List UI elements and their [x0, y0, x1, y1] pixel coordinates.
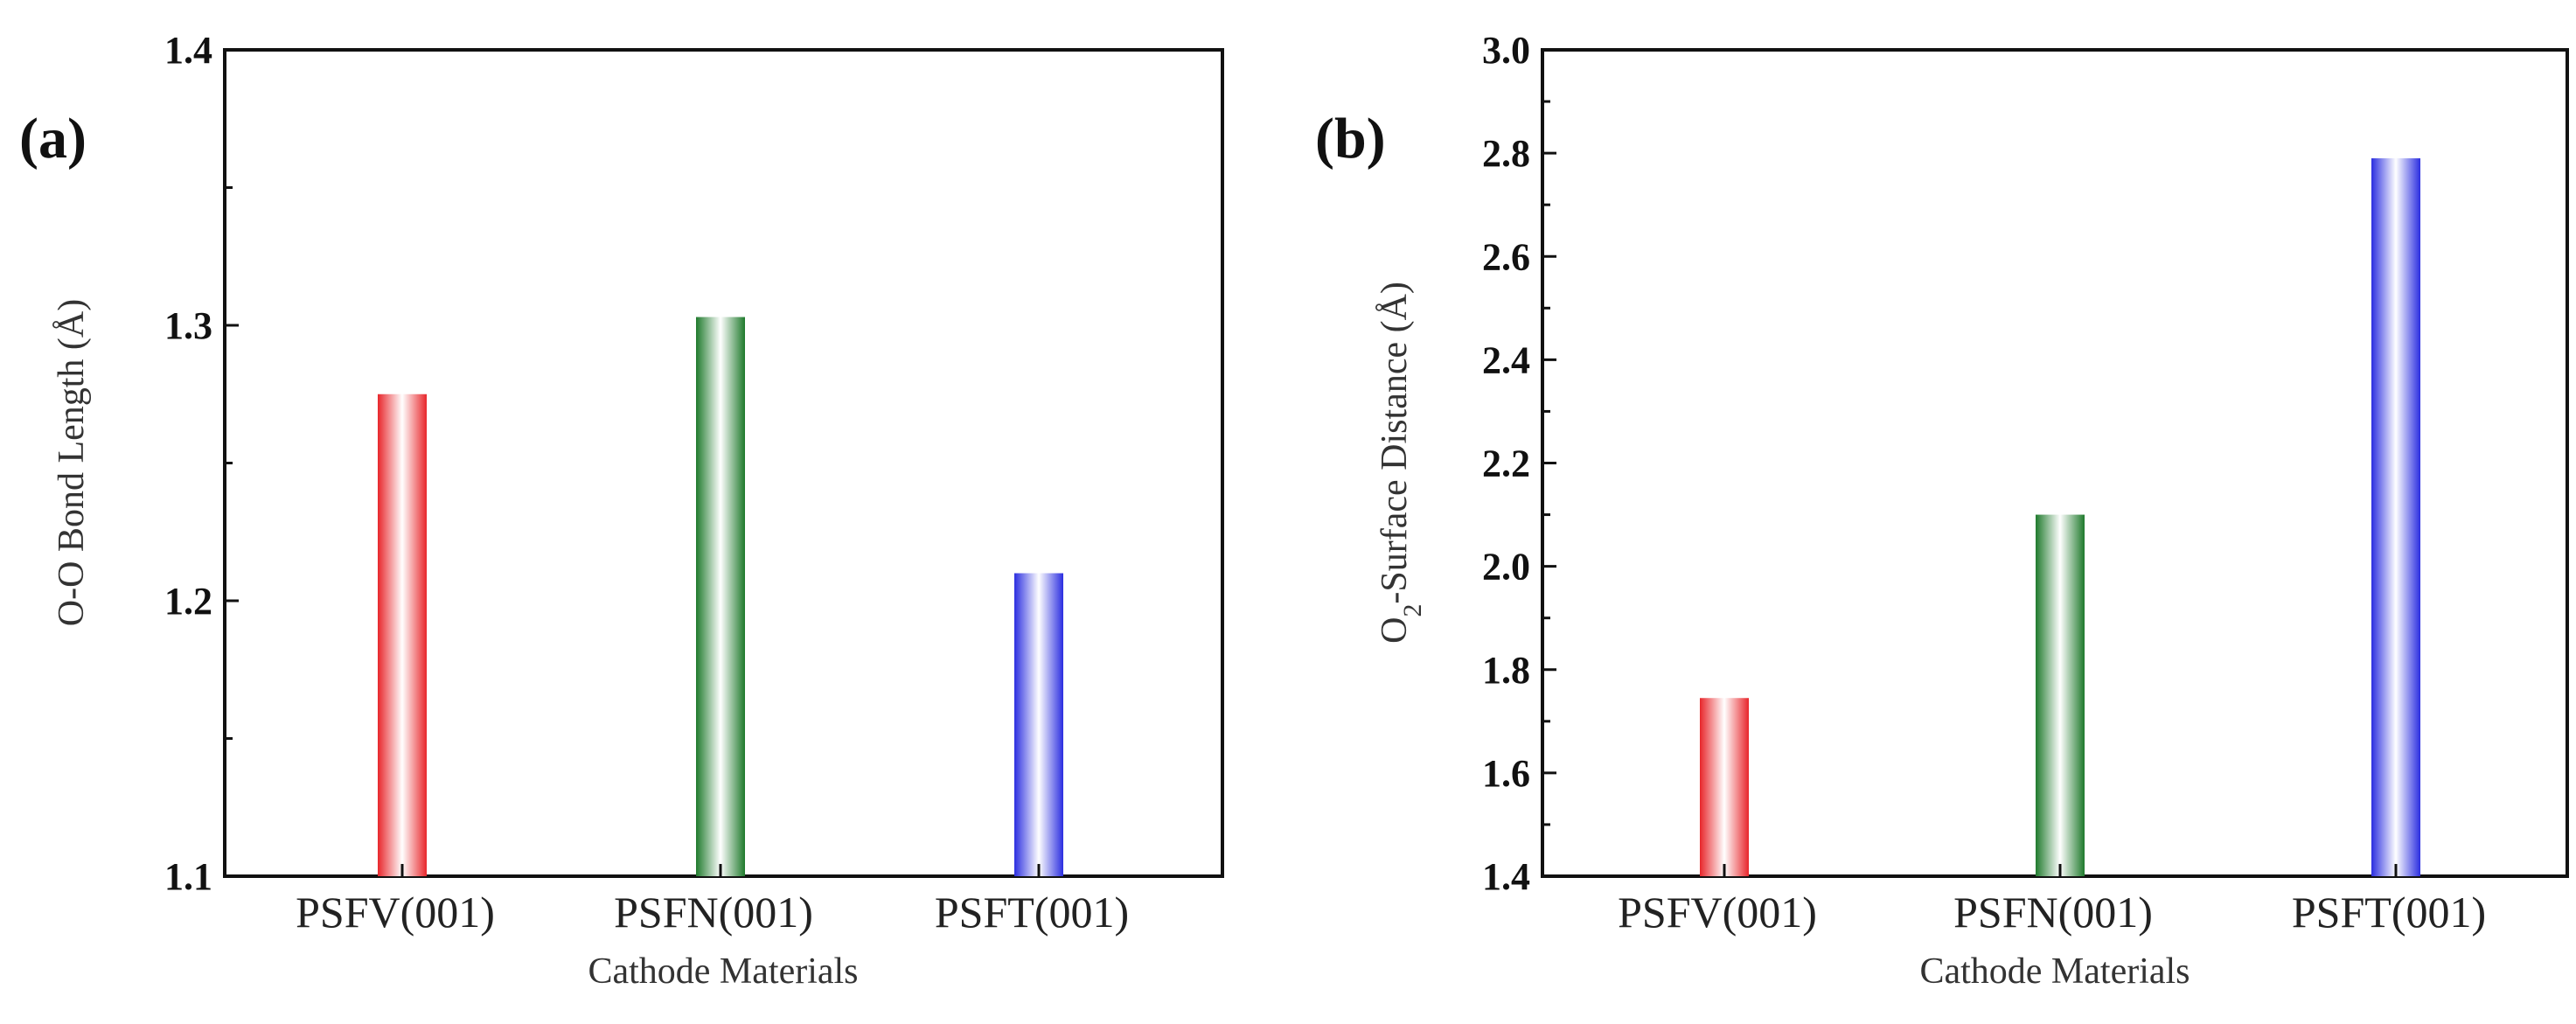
bar-psft001	[2371, 158, 2420, 876]
y-tick-label: 2.4	[1482, 338, 1530, 381]
y-tick-label: 3.0	[1482, 29, 1530, 72]
y-tick-label: 1.6	[1482, 752, 1530, 795]
panel-label-b: (b)	[1315, 107, 1386, 171]
bar-psfv001	[378, 394, 427, 876]
y-tick-label: 1.1	[164, 855, 212, 898]
bar-psfv001	[1700, 698, 1749, 876]
bars-a	[378, 317, 1063, 876]
x-tick-label: PSFT(001)	[2292, 888, 2486, 937]
y-tick-label: 2.8	[1482, 132, 1530, 175]
y-tick-label: 1.3	[164, 304, 212, 347]
x-axis-title-a: Cathode Materials	[588, 951, 858, 992]
y-tick-label: 2.0	[1482, 546, 1530, 589]
y-tick-label: 1.4	[1482, 855, 1530, 898]
chart-panel-a: (a) 1.1 1.2 1.3 1.4 PSFV(001) PSFN(001) PSFT(…	[19, 29, 1224, 992]
x-ticks-b: PSFV(001) PSFN(001) PSFT(001)	[1618, 864, 2486, 937]
y-tick-label: 1.8	[1482, 649, 1530, 692]
y-axis-title-a: O-O Bond Length (Å)	[52, 299, 92, 626]
x-tick-label: PSFV(001)	[296, 888, 495, 937]
x-tick-label: PSFN(001)	[1953, 888, 2153, 937]
x-ticks-a: PSFV(001) PSFN(001) PSFT(001)	[296, 864, 1129, 937]
bar-psft001	[1014, 573, 1063, 876]
y-tick-label: 1.2	[164, 580, 212, 623]
y-axis-title-b-subscript: 2	[1398, 604, 1427, 617]
x-tick-label: PSFV(001)	[1618, 888, 1817, 937]
y-axis-title-b-prefix: O	[1375, 617, 1415, 644]
y-axis-title-b-suffix: -Surface Distance (Å)	[1375, 282, 1415, 603]
x-axis-title-b: Cathode Materials	[1919, 951, 2190, 992]
x-tick-label: PSFT(001)	[935, 888, 1129, 937]
x-tick-label: PSFN(001)	[614, 888, 813, 937]
bars-b	[1700, 158, 2420, 876]
y-tick-label: 2.6	[1482, 235, 1530, 278]
y-tick-label: 1.4	[164, 29, 212, 72]
bar-psfn001	[2036, 514, 2085, 876]
y-axis-title-b: O2-Surface Distance (Å)	[1375, 282, 1427, 644]
bar-psfn001	[696, 317, 745, 876]
chart-panel-b: (b) 1.4 1.6 1.8 2.0 2.2 2.4 2.6 2.8 3.0 PSFV(001…	[1315, 29, 2569, 992]
ticks-b: 1.4 1.6 1.8 2.0 2.2 2.4 2.6 2.8 3.0	[1482, 29, 1556, 898]
ticks-a: 1.1 1.2 1.3 1.4	[164, 29, 239, 898]
panel-label-a: (a)	[19, 107, 87, 171]
y-tick-label: 2.2	[1482, 442, 1530, 485]
